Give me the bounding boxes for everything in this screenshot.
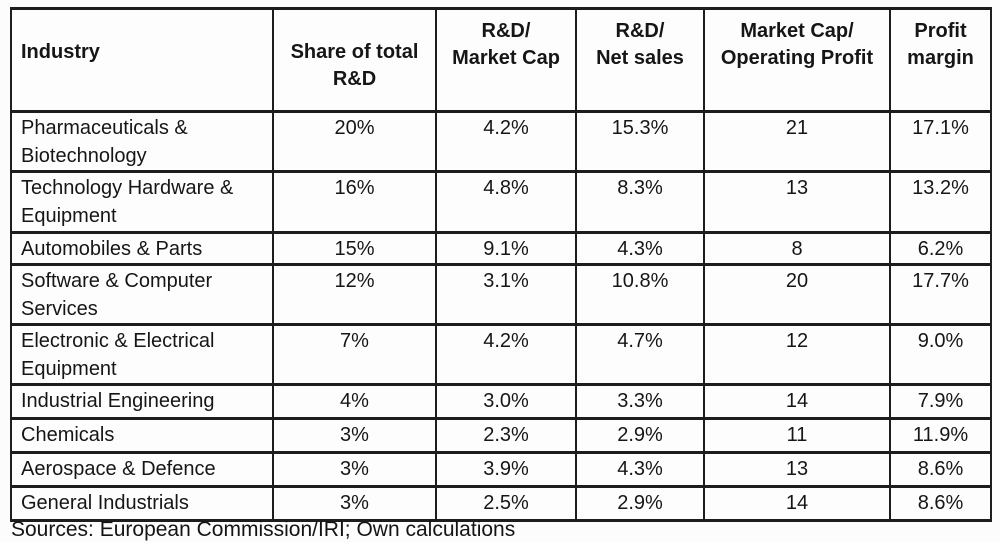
cell-rd-net-sales: 15.3% [575, 110, 705, 173]
column-header-share-of-total-rd: Share of total R&D [272, 7, 437, 113]
header-line: Market Cap [452, 47, 560, 69]
cell-market-cap-operating-profit: 20 [703, 263, 891, 326]
cell-rd-net-sales: 4.3% [575, 451, 705, 488]
column-header-market-cap-operating-profit: Market Cap/ Operating Profit [703, 7, 891, 113]
table-row: Electronic & Electrical Equipment 7% 4.2… [10, 323, 992, 386]
cell-share-of-total-rd: 16% [272, 170, 437, 234]
cell-market-cap-operating-profit: 13 [703, 451, 891, 488]
cell-profit-margin: 7.9% [889, 383, 992, 420]
table-row: Aerospace & Defence 3% 3.9% 4.3% 13 8.6% [10, 451, 992, 488]
header-line: Profit [914, 20, 967, 42]
cell-profit-margin: 17.1% [889, 110, 992, 173]
column-header-rd-net-sales: R&D/ Net sales [575, 7, 705, 113]
cell-industry: Chemicals [10, 417, 274, 454]
cell-share-of-total-rd: 15% [272, 231, 437, 266]
column-header-profit-margin: Profit margin [889, 7, 992, 113]
cell-market-cap-operating-profit: 12 [703, 323, 891, 386]
header-line: Operating Profit [720, 47, 874, 69]
cell-industry: Pharmaceuticals & Biotechnology [10, 110, 274, 173]
cell-industry: Electronic & Electrical Equipment [10, 323, 274, 386]
industry-rd-table: Industry Share of total R&D R&D/ Market … [10, 7, 992, 522]
header-line: R&D/ [615, 20, 665, 42]
cell-rd-market-cap: 4.2% [435, 110, 577, 173]
column-header-rd-market-cap: R&D/ Market Cap [435, 7, 577, 113]
cell-rd-net-sales: 3.3% [575, 383, 705, 420]
table-row: Chemicals 3% 2.3% 2.9% 11 11.9% [10, 417, 992, 454]
cell-rd-net-sales: 2.9% [575, 485, 705, 522]
header-line: Industry [21, 40, 100, 63]
table-row: Technology Hardware & Equipment 16% 4.8%… [10, 170, 992, 234]
cell-market-cap-operating-profit: 14 [703, 485, 891, 522]
cell-market-cap-operating-profit: 13 [703, 170, 891, 234]
cell-industry: Industrial Engineering [10, 383, 274, 420]
table-row: Automobiles & Parts 15% 9.1% 4.3% 8 6.2% [10, 231, 992, 266]
cell-share-of-total-rd: 20% [272, 110, 437, 173]
cell-rd-market-cap: 4.2% [435, 323, 577, 386]
table-row: Pharmaceuticals & Biotechnology 20% 4.2%… [10, 110, 992, 173]
cell-industry: Aerospace & Defence [10, 451, 274, 488]
cell-share-of-total-rd: 3% [272, 485, 437, 522]
cell-market-cap-operating-profit: 14 [703, 383, 891, 420]
table-row: General Industrials 3% 2.5% 2.9% 14 8.6% [10, 485, 992, 522]
header-line: R&D [332, 68, 377, 90]
table-row: Software & Computer Services 12% 3.1% 10… [10, 263, 992, 326]
header-line: margin [907, 47, 974, 69]
header-line: Net sales [596, 47, 684, 69]
header-row: Industry Share of total R&D R&D/ Market … [10, 7, 992, 113]
cell-profit-margin: 8.6% [889, 451, 992, 488]
cell-rd-net-sales: 2.9% [575, 417, 705, 454]
cell-profit-margin: 8.6% [889, 485, 992, 522]
cell-rd-market-cap: 3.9% [435, 451, 577, 488]
cell-rd-market-cap: 3.1% [435, 263, 577, 326]
cell-industry: Software & Computer Services [10, 263, 274, 326]
cell-share-of-total-rd: 3% [272, 417, 437, 454]
cell-rd-market-cap: 9.1% [435, 231, 577, 266]
cell-rd-net-sales: 8.3% [575, 170, 705, 234]
cell-profit-margin: 13.2% [889, 170, 992, 234]
cell-rd-market-cap: 2.3% [435, 417, 577, 454]
cell-rd-net-sales: 10.8% [575, 263, 705, 326]
header-line: Market Cap/ [740, 20, 854, 42]
cell-profit-margin: 9.0% [889, 323, 992, 386]
cell-share-of-total-rd: 12% [272, 263, 437, 326]
cell-rd-market-cap: 3.0% [435, 383, 577, 420]
cell-industry: Automobiles & Parts [10, 231, 274, 266]
cell-share-of-total-rd: 3% [272, 451, 437, 488]
cell-share-of-total-rd: 7% [272, 323, 437, 386]
cell-profit-margin: 17.7% [889, 263, 992, 326]
cell-profit-margin: 11.9% [889, 417, 992, 454]
cell-profit-margin: 6.2% [889, 231, 992, 266]
sources-note: Sources: European Commission/IRI; Own ca… [11, 518, 516, 541]
cell-industry: General Industrials [10, 485, 274, 522]
column-header-industry: Industry [10, 7, 274, 113]
cell-share-of-total-rd: 4% [272, 383, 437, 420]
cell-market-cap-operating-profit: 11 [703, 417, 891, 454]
cell-rd-market-cap: 4.8% [435, 170, 577, 234]
cell-market-cap-operating-profit: 8 [703, 231, 891, 266]
cell-industry: Technology Hardware & Equipment [10, 170, 274, 234]
header-line: Share of total [290, 41, 419, 63]
cell-rd-net-sales: 4.3% [575, 231, 705, 266]
header-line: R&D/ [481, 20, 531, 42]
cell-market-cap-operating-profit: 21 [703, 110, 891, 173]
cell-rd-market-cap: 2.5% [435, 485, 577, 522]
cell-rd-net-sales: 4.7% [575, 323, 705, 386]
table-row: Industrial Engineering 4% 3.0% 3.3% 14 7… [10, 383, 992, 420]
